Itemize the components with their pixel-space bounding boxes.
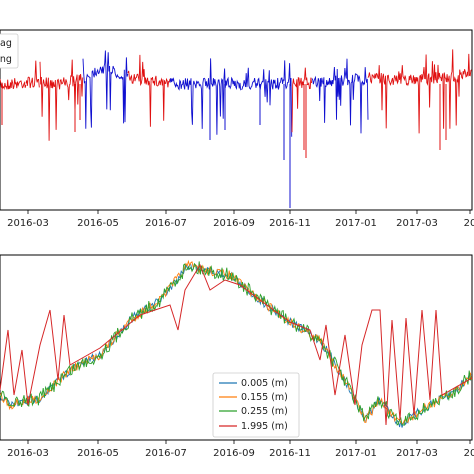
x-tick-label: 2016-07 <box>145 218 187 229</box>
legend-label-3: 1.995 (m) <box>241 421 288 432</box>
top-series-ang-segment-0 <box>0 78 27 90</box>
bottom-x-ticks: 2016-03 2016-05 2016-07 2016-09 2016-11 2017-… <box>7 440 474 459</box>
x-tick-label: 2017-01 <box>335 218 377 229</box>
x-tick-label: 2016-05 <box>77 218 119 229</box>
top-series-ag-segment-8 <box>311 58 369 134</box>
legend-label-1: 0.155 (m) <box>241 392 288 403</box>
top-legend-label-0: ag <box>0 38 12 49</box>
top-axes-frame <box>0 29 473 211</box>
top-legend: ag ang <box>0 33 19 69</box>
bottom-series-3 <box>0 263 473 426</box>
x-tick-label: 20 <box>464 448 474 459</box>
top-series-ag-segment-3 <box>82 50 129 129</box>
x-tick-label: 2017-03 <box>396 218 438 229</box>
top-legend-label-1: ang <box>0 54 12 65</box>
top-legend-box <box>0 33 19 69</box>
top-series-ang-segment-1 <box>25 60 40 89</box>
legend-label-0: 0.005 (m) <box>241 378 288 389</box>
x-tick-label: 2016-03 <box>7 448 49 459</box>
x-tick-label: 2016-07 <box>145 448 187 459</box>
top-series-ang-segment-9 <box>367 49 472 134</box>
bottom-legend-box <box>212 372 300 438</box>
bottom-series-group <box>0 259 473 428</box>
x-tick-label: 2016-09 <box>213 218 255 229</box>
bottom-legend: 0.005 (m) 0.155 (m) 0.255 (m) 1.995 (m) <box>212 372 300 438</box>
top-series-ag-segment-5 <box>169 58 242 135</box>
bottom-panel: 2016-03 2016-05 2016-07 2016-09 2016-11 2017-… <box>0 254 474 459</box>
top-series-group <box>0 49 472 208</box>
x-tick-label: 2017-01 <box>335 448 377 459</box>
top-series-ang-segment-4 <box>127 54 171 127</box>
x-tick-label: 2016-11 <box>269 218 311 229</box>
legend-label-2: 0.255 (m) <box>241 406 288 417</box>
top-series-ag-segment-6 <box>241 60 293 137</box>
top-series-ang-segment-2 <box>39 59 84 141</box>
x-tick-label: 2016-05 <box>77 448 119 459</box>
x-tick-label: 2017-03 <box>396 448 438 459</box>
x-tick-label: 20 <box>464 218 474 229</box>
top-series-ang-segment-7 <box>291 67 313 133</box>
x-tick-label: 2016-09 <box>213 448 255 459</box>
bottom-series-2 <box>0 261 472 426</box>
top-panel: 2016-03 2016-05 2016-07 2016-09 2016-11 2017-… <box>0 29 474 229</box>
x-tick-label: 2016-11 <box>269 448 311 459</box>
x-tick-label: 2016-03 <box>7 218 49 229</box>
bottom-axes-frame <box>0 254 473 441</box>
top-x-ticks: 2016-03 2016-05 2016-07 2016-09 2016-11 2017-… <box>7 210 474 229</box>
